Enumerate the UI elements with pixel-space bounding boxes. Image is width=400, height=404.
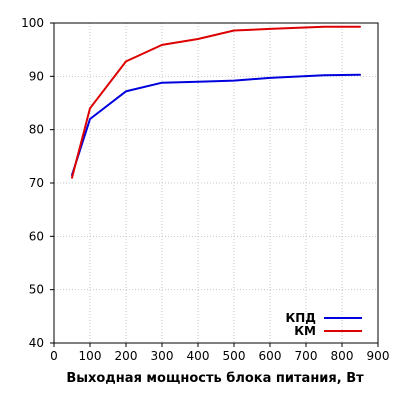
x-tick-label: 900: [367, 349, 390, 363]
x-tick-label: 300: [151, 349, 174, 363]
y-tick-label: 80: [29, 123, 44, 137]
x-tick-label: 500: [223, 349, 246, 363]
x-tick-label: 200: [115, 349, 138, 363]
y-tick-label: 60: [29, 229, 44, 243]
series-lines: [71, 25, 361, 179]
axes: [50, 22, 379, 347]
x-tick-label: 100: [79, 349, 102, 363]
x-tick-label: 700: [295, 349, 318, 363]
x-tick-label: 800: [331, 349, 354, 363]
series-line-1: [71, 73, 361, 176]
series-line-2: [71, 25, 361, 179]
y-tick-label: 90: [29, 69, 44, 83]
y-tick-label: 40: [29, 336, 44, 350]
y-tick-label: 50: [29, 283, 44, 297]
legend-label: КПД: [285, 311, 316, 325]
legend-label: КМ: [294, 324, 316, 338]
x-axis-title: Выходная мощность блока питания, Вт: [66, 371, 364, 386]
x-tick-label: 400: [187, 349, 210, 363]
x-tick-label: 0: [50, 349, 58, 363]
x-tick-label: 600: [259, 349, 282, 363]
y-tick-label: 70: [29, 176, 44, 190]
y-tick-label: 100: [21, 16, 44, 30]
grid: [54, 23, 378, 343]
tick-labels: 0 100 200 300 400 500 600 700 800 900 40 50 60 70 80 90…: [21, 16, 389, 363]
